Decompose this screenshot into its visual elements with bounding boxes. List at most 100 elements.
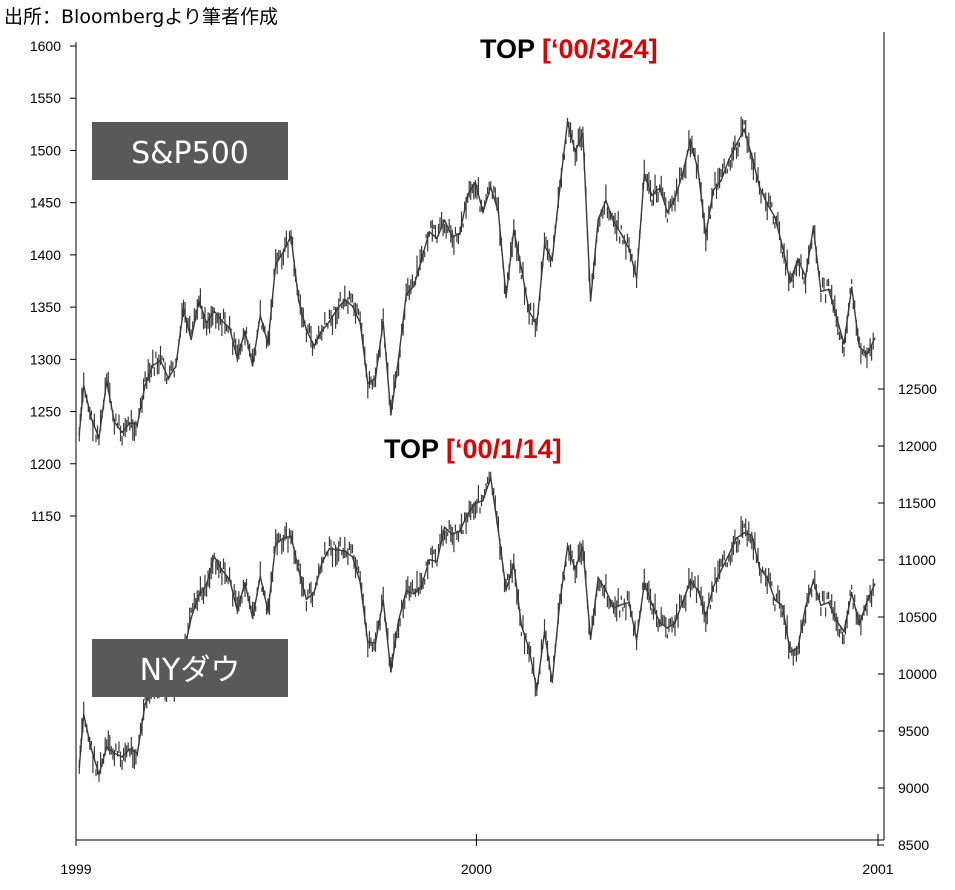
x-tick-label: 2000 (461, 861, 492, 877)
sp500-point (174, 365, 177, 368)
left-tick-label: 1350 (30, 299, 61, 315)
dow-point (244, 582, 246, 584)
left-tick-label: 1500 (30, 142, 61, 158)
dow-point (812, 580, 815, 582)
sp500-point (589, 299, 592, 302)
dow-point (558, 601, 561, 604)
left-tick-label: 1150 (31, 508, 61, 524)
dow-top-date: [‘00/1/14] (446, 434, 562, 464)
dow-point (497, 530, 500, 533)
sp500-point (78, 433, 81, 436)
dow-point (136, 752, 139, 754)
dow-point (90, 748, 93, 751)
left-tick-label: 1600 (30, 38, 61, 54)
left-tick-label: 1550 (30, 90, 61, 106)
left-tick-label: 1400 (30, 247, 61, 263)
dow-point (297, 569, 300, 571)
dow-point (290, 535, 292, 538)
dow-series (78, 471, 876, 782)
dow-point (121, 755, 123, 758)
left-tick-label: 1250 (30, 404, 61, 420)
dow-point (597, 576, 600, 579)
sp500-series (78, 116, 876, 446)
right-tick-label: 9000 (898, 780, 929, 796)
sp500-point (566, 121, 569, 124)
sp500-point (535, 324, 538, 326)
dow-point (451, 533, 454, 536)
sp500-point (697, 169, 699, 172)
dow-point (328, 547, 331, 550)
sp500-point (689, 140, 692, 142)
sp500-point (766, 202, 769, 205)
source-note: 出所：Bloombergより筆者作成 (4, 6, 278, 28)
dow-label-text: NYダウ (140, 653, 241, 688)
dow-point (766, 576, 769, 579)
dow-point (620, 603, 623, 606)
dow-point (835, 619, 838, 622)
dow-point (612, 607, 615, 609)
dow-point (720, 569, 722, 572)
left-tick-label: 1300 (30, 351, 61, 367)
dow-point (78, 766, 81, 768)
dow-point (712, 585, 715, 588)
sp500-point (236, 357, 239, 360)
dow-point (873, 583, 876, 586)
sp500-point (182, 308, 185, 311)
dow-point (551, 681, 554, 683)
right-tick-label: 10000 (898, 666, 937, 682)
sp500-point (221, 319, 223, 322)
sp500-point (758, 186, 761, 188)
dow-point (520, 624, 523, 627)
dow-point (413, 592, 415, 595)
dow-point (374, 642, 377, 644)
dow-point (666, 627, 669, 629)
sp500-point (850, 286, 853, 289)
sp500-point (151, 364, 154, 367)
sp500-point (789, 281, 792, 283)
sp500-point (82, 384, 85, 387)
sp500-point (750, 154, 753, 157)
dow-point (343, 550, 346, 552)
dow-point (251, 617, 254, 619)
sp500-point (612, 220, 615, 223)
sp500-point (843, 342, 845, 345)
sp500-point (605, 199, 607, 202)
dow-point (105, 746, 108, 749)
dow-point (827, 601, 830, 604)
sp500-point (489, 186, 492, 188)
dow-point (651, 603, 653, 605)
sp500-point (413, 285, 415, 288)
sp500-point (474, 181, 477, 184)
sp500-point (666, 211, 669, 214)
dow-point (144, 703, 147, 705)
dow-top-text: TOP (384, 434, 446, 464)
dow-point (704, 614, 707, 617)
dow-point (658, 621, 661, 624)
sp500-point (436, 237, 438, 240)
dow-point (420, 585, 423, 588)
dow-point (681, 600, 684, 603)
left-tick-label: 1450 (30, 195, 61, 211)
sp500-point (651, 194, 653, 197)
sp500-point (443, 219, 446, 222)
dow-point (382, 599, 385, 601)
sp500-point (658, 187, 661, 189)
dow-point (205, 583, 208, 585)
sp500-point (297, 299, 300, 302)
sp500-point (98, 436, 100, 439)
dow-point (82, 713, 85, 716)
right-y-ticks: 12500 12000 11500 11000 10500 10000 9500 9000 85… (878, 381, 937, 853)
sp500-point (428, 231, 431, 233)
dow-point (743, 532, 746, 534)
sp500-point (144, 384, 147, 387)
sp500-point (635, 277, 638, 279)
sp500-point (558, 187, 561, 189)
sp500-top-date: [‘00/3/24] (542, 34, 658, 64)
sp500-point (159, 359, 162, 362)
dow-point (489, 476, 492, 479)
sp500-point (459, 232, 461, 234)
dow-point (482, 499, 484, 502)
dow-point (282, 537, 285, 539)
sp500-point (582, 132, 584, 135)
x-tick-label: 1999 (60, 861, 91, 877)
